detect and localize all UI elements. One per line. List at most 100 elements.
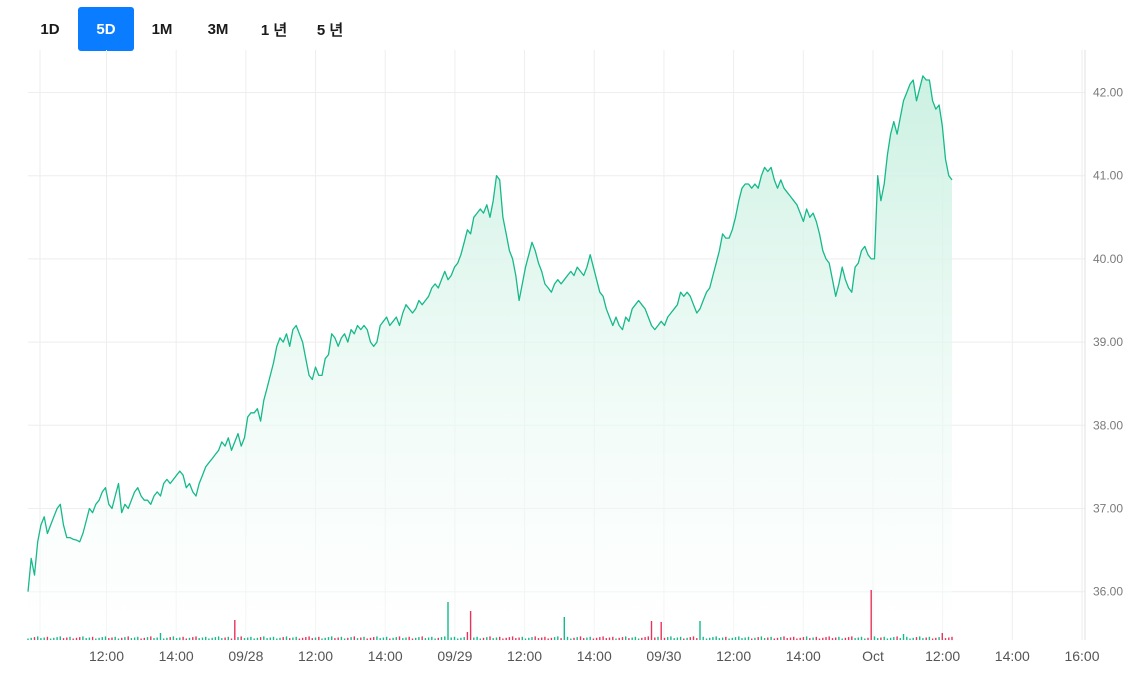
volume-bar xyxy=(214,637,217,640)
volume-bar xyxy=(705,638,708,640)
volume-bar xyxy=(899,638,901,640)
y-tick-label: 37.00 xyxy=(1093,502,1123,516)
volume-bar xyxy=(237,637,239,640)
volume-bar xyxy=(279,637,281,640)
volume-bar xyxy=(744,637,746,640)
volume-bar xyxy=(583,638,585,640)
volume-bar xyxy=(424,638,427,640)
volume-bar xyxy=(922,638,924,640)
volume-bar xyxy=(285,636,288,640)
volume-bar xyxy=(528,637,530,640)
volume-bar xyxy=(854,638,856,640)
volume-bar xyxy=(243,638,246,640)
volume-bar xyxy=(40,638,42,640)
y-tick-label: 41.00 xyxy=(1093,169,1123,183)
volume-bar xyxy=(818,638,821,640)
volume-bar xyxy=(266,638,268,640)
volume-bar xyxy=(234,620,236,640)
volume-bar xyxy=(889,637,892,640)
volume-bar xyxy=(844,637,847,640)
volume-bar xyxy=(247,637,249,640)
volume-bar xyxy=(473,637,475,640)
volume-bar xyxy=(796,638,798,640)
x-tick-label: 09/30 xyxy=(646,648,681,664)
volume-bar xyxy=(240,636,242,640)
volume-bar xyxy=(877,638,879,640)
volume-bar xyxy=(909,638,911,640)
volume-bar xyxy=(505,637,507,640)
x-tick-label: Oct xyxy=(862,648,884,664)
volume-bar xyxy=(327,637,330,640)
volume-bar xyxy=(369,637,372,640)
volume-bar xyxy=(289,638,291,640)
volume-bar xyxy=(495,637,498,640)
volume-bar xyxy=(489,636,491,640)
volume-bar xyxy=(608,637,611,640)
volume-bar xyxy=(127,636,129,640)
volume-bar xyxy=(524,638,527,640)
volume-bar xyxy=(104,636,107,640)
volume-bar xyxy=(579,636,582,640)
volume-bar xyxy=(612,636,614,641)
volume-bar xyxy=(269,637,271,640)
volume-bar xyxy=(353,636,355,640)
volume-bar xyxy=(418,637,420,640)
volume-bar xyxy=(828,636,830,640)
range-tab-1d[interactable]: 1D xyxy=(22,7,78,51)
range-tab-1m[interactable]: 1M xyxy=(134,7,190,51)
volume-bar xyxy=(870,590,872,640)
volume-bar xyxy=(179,637,181,640)
volume-bar xyxy=(931,638,934,640)
volume-bar xyxy=(111,637,113,640)
range-tab-3m[interactable]: 3M xyxy=(190,7,246,51)
range-tab-1y[interactable]: 1 년 xyxy=(246,7,302,51)
volume-bar xyxy=(886,638,889,640)
volume-bar xyxy=(621,637,624,640)
volume-bar xyxy=(227,636,229,641)
volume-bar xyxy=(531,637,533,640)
volume-bar xyxy=(550,637,553,640)
volume-bar xyxy=(72,638,74,640)
volume-bar xyxy=(140,638,142,640)
volume-bar xyxy=(767,637,769,640)
volume-bar xyxy=(460,637,462,640)
volume-bar xyxy=(337,637,339,640)
volume-bar xyxy=(595,637,598,640)
volume-bar xyxy=(738,636,740,640)
x-tick-label: 16:00 xyxy=(1064,648,1099,664)
volume-bar xyxy=(230,638,233,640)
volume-bar xyxy=(935,637,937,640)
volume-bar xyxy=(683,638,685,640)
volume-bar xyxy=(860,636,863,641)
volume-bar xyxy=(686,637,688,640)
volume-bar xyxy=(912,637,914,640)
volume-bar xyxy=(476,636,478,641)
volume-bar xyxy=(421,636,423,640)
volume-bar xyxy=(33,637,36,640)
volume-bar xyxy=(272,636,275,641)
range-tab-5y[interactable]: 5 년 xyxy=(302,7,358,51)
volume-bar xyxy=(276,638,278,640)
volume-bar xyxy=(389,638,391,640)
price-line xyxy=(27,75,953,592)
volume-bar xyxy=(547,638,549,640)
range-tab-5d[interactable]: 5D xyxy=(78,7,134,51)
y-axis: 36.00 37.00 38.00 39.00 40.00 41.00 42.00 xyxy=(1084,50,1123,640)
volume-bar xyxy=(295,636,297,641)
x-tick-label: 09/29 xyxy=(437,648,472,664)
y-tick-label: 38.00 xyxy=(1093,418,1123,432)
volume-bar xyxy=(143,637,145,640)
volume-bar xyxy=(217,636,220,640)
volume-bar xyxy=(205,636,207,641)
volume-bar xyxy=(586,637,588,640)
volume-bar xyxy=(712,637,714,640)
volume-bar xyxy=(721,637,724,640)
volume-bar xyxy=(379,638,381,640)
volume-bar xyxy=(605,638,607,640)
volume-bar xyxy=(741,638,743,640)
volume-bar xyxy=(841,638,843,640)
volume-bar xyxy=(450,637,452,640)
volume-bar xyxy=(385,636,388,641)
volume-bar xyxy=(98,637,100,640)
